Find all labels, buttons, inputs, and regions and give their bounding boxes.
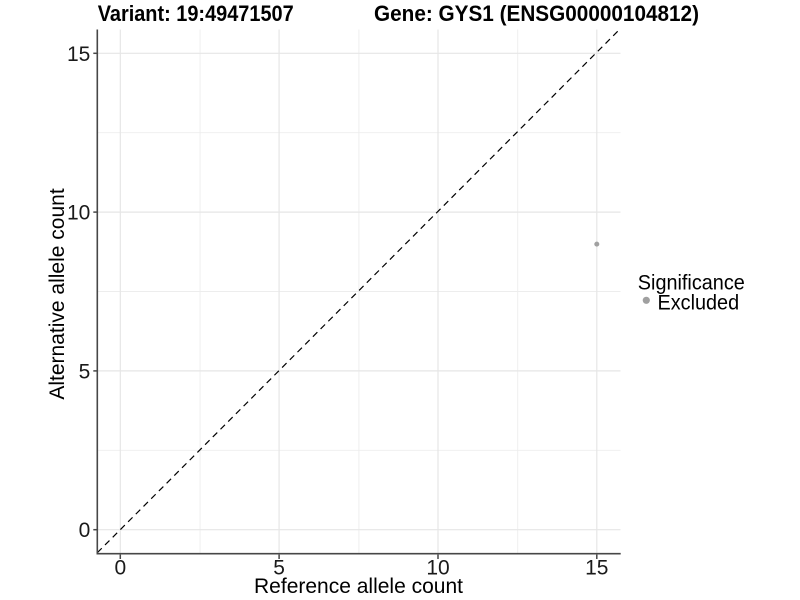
svg-text:15: 15 [67, 43, 90, 66]
svg-text:Excluded: Excluded [658, 291, 740, 314]
svg-text:Reference allele count: Reference allele count [254, 575, 463, 598]
svg-text:5: 5 [79, 360, 91, 383]
svg-text:0: 0 [114, 556, 126, 579]
svg-text:0: 0 [79, 519, 91, 542]
svg-text:10: 10 [426, 556, 449, 579]
svg-text:Significance: Significance [638, 271, 745, 295]
svg-text:Variant: 19:49471507: Variant: 19:49471507 [98, 1, 294, 26]
svg-text:10: 10 [67, 202, 90, 225]
svg-text:Alternative allele count: Alternative allele count [46, 188, 69, 399]
svg-text:15: 15 [585, 556, 608, 579]
svg-text:Gene: GYS1 (ENSG00000104812): Gene: GYS1 (ENSG00000104812) [374, 1, 699, 26]
svg-text:5: 5 [273, 556, 285, 579]
